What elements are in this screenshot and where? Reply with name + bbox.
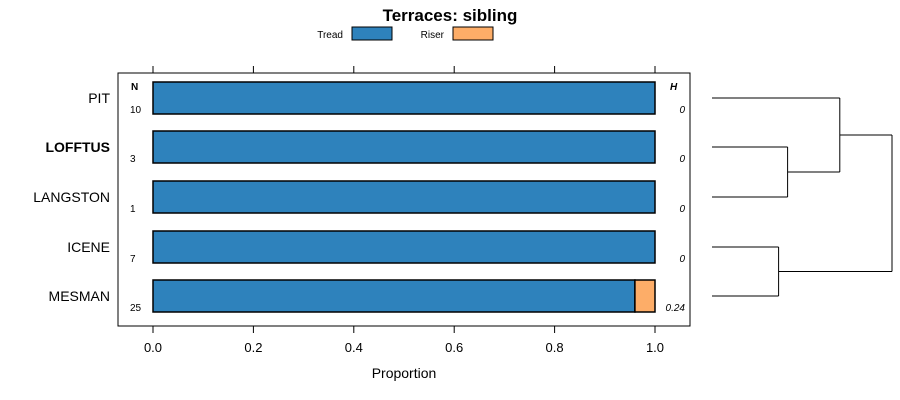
x-axis-label: Proportion: [372, 365, 437, 381]
legend-label-tread: Tread: [317, 30, 343, 41]
h-value: 0: [679, 254, 685, 265]
category-label: LOFFTUS: [45, 139, 110, 155]
x-tick-label: 0.2: [244, 340, 262, 355]
n-value: 1: [130, 204, 136, 215]
h-value: 0: [679, 105, 685, 116]
n-column-header: N: [131, 82, 138, 93]
category-label: PIT: [88, 90, 110, 106]
n-value: 3: [130, 154, 136, 165]
legend-swatch-riser: [452, 26, 494, 41]
legend-swatch-tread: [351, 26, 393, 41]
bar-mesman-riser: [634, 279, 656, 313]
plot-frame: [117, 72, 691, 327]
h-value: 0: [679, 154, 685, 165]
bar-mesman-tread: [152, 279, 636, 313]
chart-title: Terraces: sibling: [383, 6, 518, 25]
x-tick-label: 1.0: [646, 340, 664, 355]
x-tick-label: 0.0: [144, 340, 162, 355]
legend-label-riser: Riser: [421, 30, 445, 41]
h-value: 0.24: [666, 303, 686, 314]
x-tick-label: 0.8: [546, 340, 564, 355]
bar-icene-tread: [152, 230, 656, 264]
bar-group: [152, 81, 656, 313]
category-label: MESMAN: [49, 288, 110, 304]
legend: Tread Riser: [317, 26, 494, 41]
category-label: LANGSTON: [33, 189, 110, 205]
h-column-header: H: [670, 82, 678, 93]
n-value: 25: [130, 303, 142, 314]
h-value: 0: [679, 204, 685, 215]
dendrogram: [712, 97, 893, 297]
x-axis: 0.0 0.2 0.4 0.6 0.8 1.0: [144, 66, 664, 355]
bar-langston-tread: [152, 180, 656, 214]
x-tick-label: 0.6: [445, 340, 463, 355]
category-label: ICENE: [67, 239, 110, 255]
x-tick-label: 0.4: [345, 340, 363, 355]
bar-lofftus-tread: [152, 130, 656, 164]
n-value: 10: [130, 105, 142, 116]
n-value: 7: [130, 254, 136, 265]
bar-pit-tread: [152, 81, 656, 115]
